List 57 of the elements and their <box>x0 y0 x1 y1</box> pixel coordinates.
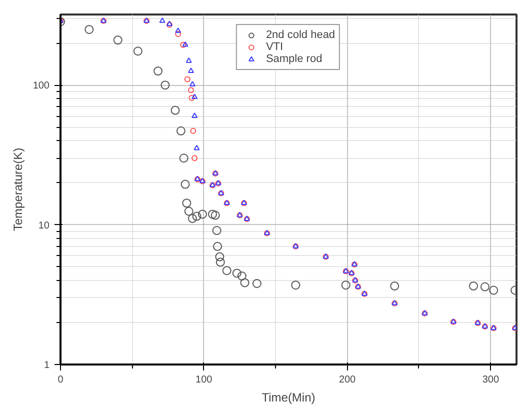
point <box>237 272 246 280</box>
point <box>159 18 166 23</box>
x-axis-title: Time(Min) <box>262 390 316 404</box>
point <box>186 57 192 63</box>
point <box>84 24 94 34</box>
point <box>480 282 490 292</box>
point <box>390 281 400 290</box>
point <box>216 258 225 267</box>
point <box>170 106 180 115</box>
x-tick-label: 100 <box>196 374 213 386</box>
point <box>188 94 195 101</box>
point <box>179 154 188 163</box>
point <box>291 280 300 290</box>
point <box>113 36 122 45</box>
point <box>182 198 192 208</box>
point <box>240 278 250 288</box>
point <box>213 242 222 251</box>
point <box>252 279 262 288</box>
point <box>468 281 478 290</box>
point <box>160 80 170 90</box>
point <box>210 210 220 220</box>
x-tick-label: 300 <box>482 374 500 386</box>
point <box>184 206 194 216</box>
point <box>180 180 190 189</box>
point <box>489 286 498 295</box>
point <box>192 212 202 221</box>
point <box>215 252 224 262</box>
y-tick-label: 100 <box>32 80 50 92</box>
point <box>192 155 198 162</box>
point <box>232 268 242 278</box>
point <box>188 68 194 73</box>
point <box>194 144 200 150</box>
point <box>192 94 198 100</box>
y-axis-title: Temperature(K) <box>10 148 25 232</box>
point <box>222 266 232 276</box>
point <box>192 112 198 118</box>
legend-label: Sample rod <box>266 53 322 65</box>
point <box>154 66 163 76</box>
point <box>341 280 350 290</box>
legend-label: 2nd cold head <box>266 29 336 41</box>
point <box>133 46 142 56</box>
x-tick-label: 0 <box>58 374 64 386</box>
point <box>175 28 182 33</box>
point <box>189 81 196 86</box>
point <box>190 128 196 134</box>
point <box>198 210 207 219</box>
point <box>176 126 186 136</box>
point <box>175 31 182 38</box>
legend-label: VTI <box>266 41 284 53</box>
point <box>212 226 222 235</box>
point <box>208 210 217 219</box>
y-tick-label: 1 <box>44 360 50 371</box>
x-tick-label: 200 <box>338 374 356 386</box>
y-tick-label: 10 <box>38 220 50 232</box>
point <box>188 214 197 223</box>
point <box>184 76 190 82</box>
point <box>188 87 194 94</box>
